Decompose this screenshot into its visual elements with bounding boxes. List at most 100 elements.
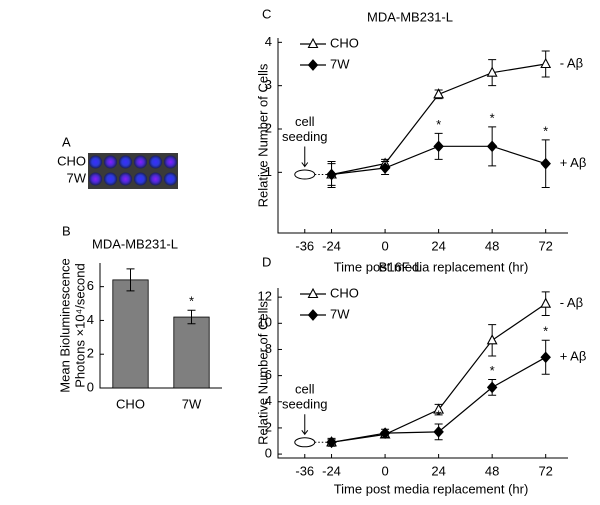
significance-mark: * [436, 117, 441, 132]
y-tick-label: 2 [265, 120, 272, 135]
bar [112, 279, 149, 389]
y-tick-label: 0 [87, 379, 94, 394]
bar [173, 316, 210, 389]
legend-marker [307, 287, 319, 299]
error-bar [126, 268, 135, 292]
panel-label: B [62, 223, 71, 238]
culture-dish [294, 437, 316, 448]
y-tick-label: 6 [87, 278, 94, 293]
data-point [379, 427, 391, 439]
panel-label: C [262, 6, 271, 21]
annotation-arrow [301, 414, 309, 436]
data-point [540, 157, 551, 170]
y-axis-label: Photons ×10⁴/second [72, 263, 87, 387]
significance-mark: * [543, 324, 548, 339]
y-axis-label: Mean Bioluminescence [57, 258, 72, 392]
y-tick-label: 0 [265, 446, 272, 461]
y-tick-label: 2 [87, 346, 94, 361]
y-tick-label: 4 [265, 393, 272, 408]
legend-marker [307, 59, 319, 71]
x-tick-label: -36 [295, 238, 314, 253]
x-tick-label: 24 [431, 463, 445, 478]
data-point [540, 351, 551, 364]
well [149, 155, 162, 169]
series-end-label: + Aβ [560, 155, 587, 170]
well [104, 172, 117, 186]
data-point [540, 57, 552, 69]
significance-mark: * [490, 110, 495, 125]
legend-label: CHO [330, 285, 359, 300]
x-tick-label: 0 [381, 238, 388, 253]
y-tick-label: 6 [265, 367, 272, 382]
x-tick-label: 0 [381, 463, 388, 478]
y-tick-label: 12 [258, 289, 272, 304]
well [89, 172, 102, 186]
x-tick-label: -36 [295, 463, 314, 478]
y-tick-label: 2 [265, 419, 272, 434]
chart-title: MDA-MB231-L [92, 236, 178, 251]
x-tick-label: 48 [485, 238, 499, 253]
plate-background [88, 153, 178, 189]
data-point [326, 436, 337, 449]
well [119, 172, 132, 186]
x-tick-label: CHO [116, 396, 145, 411]
x-axis-label: Time post media replacement (hr) [334, 259, 529, 274]
annotation: seeding [282, 129, 328, 144]
legend-label: 7W [330, 306, 350, 321]
legend-label: CHO [330, 35, 359, 50]
axis-line [277, 288, 568, 459]
legend-marker [307, 309, 319, 321]
well [119, 155, 132, 169]
data-point [433, 88, 445, 99]
y-tick-label: 8 [265, 341, 272, 356]
legend-marker [307, 37, 319, 49]
y-tick-label: 4 [265, 34, 272, 49]
well [89, 155, 102, 169]
row-label: CHO [57, 153, 86, 168]
well [134, 155, 147, 169]
data-point [486, 66, 498, 77]
y-tick-label: 1 [265, 164, 272, 179]
well [134, 172, 147, 186]
y-tick-label: 4 [87, 312, 94, 327]
data-point [540, 297, 552, 308]
legend-label: 7W [330, 56, 350, 71]
culture-dish [294, 169, 316, 180]
error-bar [187, 309, 196, 325]
x-axis-label: Time post media replacement (hr) [334, 481, 529, 496]
data-point [326, 168, 337, 181]
data-point [486, 334, 498, 345]
well [164, 172, 177, 186]
well-plate-image [88, 153, 178, 189]
panel-label: A [62, 134, 71, 149]
x-tick-label: 48 [485, 463, 499, 478]
axis-line [277, 38, 568, 234]
data-point [433, 140, 444, 153]
y-axis-label: Relative Number of Cells [255, 63, 270, 207]
data-point [379, 162, 391, 174]
data-point [486, 381, 498, 394]
y-tick-label: 10 [258, 315, 272, 330]
significance-mark: * [490, 363, 495, 378]
data-point [433, 426, 444, 438]
x-tick-label: -24 [322, 238, 341, 253]
significance-mark: * [189, 294, 194, 309]
significance-mark: * [543, 123, 548, 138]
annotation-arrow [301, 146, 309, 168]
y-tick-label: 3 [265, 77, 272, 92]
well [149, 172, 162, 186]
y-axis-label: Relative Number of Cells [255, 301, 270, 445]
chart-title: MDA-MB231-L [367, 9, 453, 24]
row-label: 7W [67, 170, 87, 185]
x-tick-label: 72 [538, 463, 552, 478]
significance-mark: * [436, 407, 441, 422]
chart-title: B16F-L [379, 259, 422, 274]
annotation: seeding [282, 397, 328, 412]
series-end-label: - Aβ [560, 295, 583, 310]
panel-label: D [262, 254, 271, 269]
well [104, 155, 117, 169]
annotation: cell [295, 114, 315, 129]
series-end-label: - Aβ [560, 55, 583, 70]
